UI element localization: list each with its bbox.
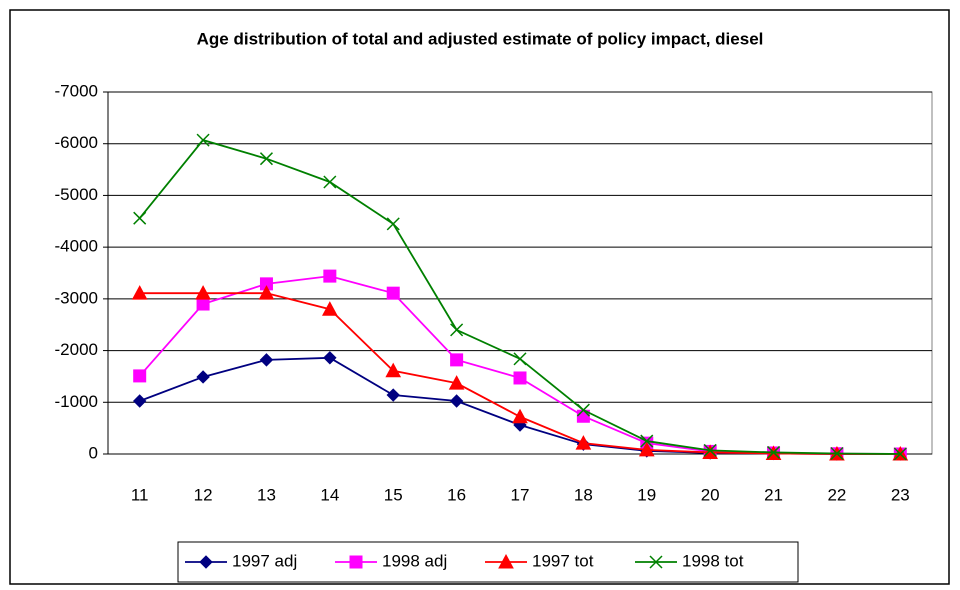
x-tick-label: 17 <box>511 485 530 504</box>
marker <box>893 447 907 461</box>
marker <box>767 445 781 459</box>
plot-area <box>107 91 933 455</box>
marker <box>258 285 275 300</box>
marker <box>575 435 592 450</box>
x-tick-label: 11 <box>131 485 149 504</box>
x-tick-label: 21 <box>764 485 783 504</box>
marker <box>133 211 147 225</box>
marker <box>450 323 464 337</box>
marker <box>703 443 717 457</box>
marker <box>576 403 590 417</box>
marker <box>322 301 338 316</box>
marker <box>196 370 210 384</box>
x-tick-label: 14 <box>320 485 339 504</box>
marker <box>385 362 402 378</box>
x-tick-label: 15 <box>384 485 403 504</box>
marker <box>448 375 465 390</box>
marker <box>323 351 337 365</box>
marker <box>649 555 663 569</box>
marker <box>323 269 337 283</box>
marker <box>133 369 147 383</box>
y-tick-label: -4000 <box>55 237 98 256</box>
marker <box>323 175 337 189</box>
marker <box>449 394 464 408</box>
marker <box>259 353 274 367</box>
x-tick-label: 20 <box>701 485 720 504</box>
marker <box>132 394 147 408</box>
y-tick-label: -5000 <box>55 185 98 204</box>
x-tick-label: 13 <box>257 485 276 504</box>
marker <box>196 297 210 311</box>
y-tick-label: -2000 <box>55 340 98 359</box>
marker <box>259 152 273 166</box>
marker <box>450 353 464 367</box>
y-tick-label: -1000 <box>55 392 98 411</box>
marker <box>702 444 718 459</box>
y-tick-label: -6000 <box>55 133 98 152</box>
marker <box>196 133 210 147</box>
legend-label: 1997 tot <box>532 551 594 570</box>
marker <box>386 286 400 300</box>
marker <box>195 285 211 300</box>
marker <box>349 555 363 569</box>
marker <box>640 434 654 448</box>
y-tick-label: -7000 <box>55 81 98 100</box>
marker <box>513 371 527 385</box>
x-tick-label: 23 <box>891 485 910 504</box>
marker <box>199 555 213 569</box>
marker <box>386 217 400 231</box>
x-tick-label: 16 <box>447 485 466 504</box>
x-tick-label: 18 <box>574 485 593 504</box>
legend-label: 1997 adj <box>232 551 297 570</box>
chart-title: Age distribution of total and adjusted e… <box>197 29 764 48</box>
y-tick-label: 0 <box>89 443 98 462</box>
x-tick-label: 12 <box>194 485 213 504</box>
marker <box>638 441 655 457</box>
x-tick-label: 22 <box>827 485 846 504</box>
legend-label: 1998 adj <box>382 551 447 570</box>
marker <box>131 285 148 300</box>
marker <box>513 352 527 366</box>
marker <box>498 553 514 569</box>
marker <box>512 408 528 424</box>
legend-label: 1998 tot <box>682 551 744 570</box>
y-tick-label: -3000 <box>55 288 98 307</box>
x-tick-label: 19 <box>637 485 656 504</box>
marker <box>830 446 844 461</box>
marker <box>386 388 400 402</box>
